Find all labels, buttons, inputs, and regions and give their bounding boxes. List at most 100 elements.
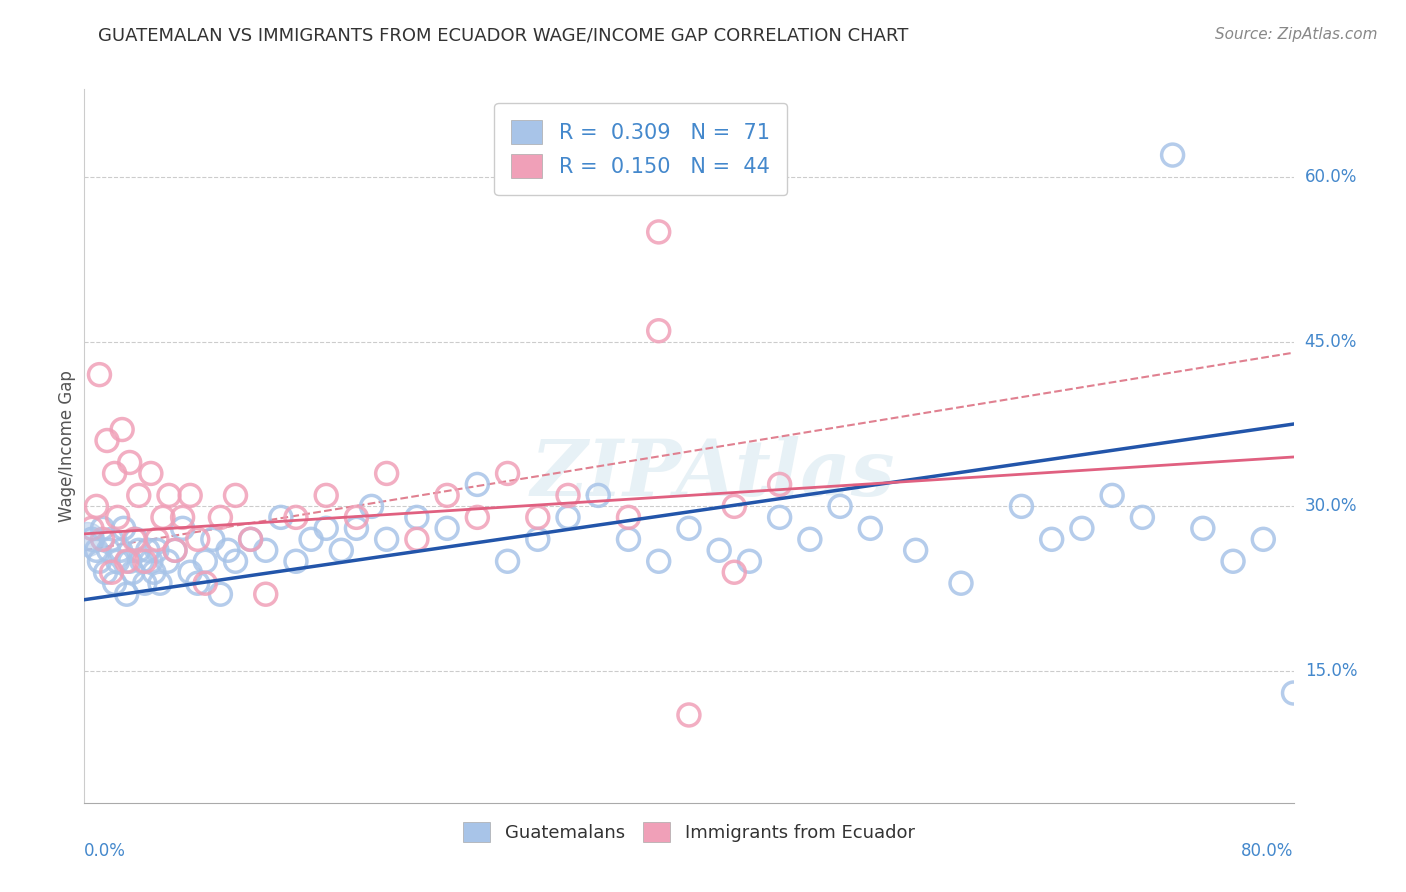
Text: 80.0%: 80.0% (1241, 842, 1294, 860)
Point (769, 510, 792, 524)
Point (89, 368, 111, 382)
Point (557, 488, 579, 502)
Point (118, 554, 141, 568)
Point (131, 554, 153, 568)
Point (254, 543, 277, 558)
Point (172, 521, 194, 535)
Text: GUATEMALAN VS IMMIGRANTS FROM ECUADOR WAGE/INCOME GAP CORRELATION CHART: GUATEMALAN VS IMMIGRANTS FROM ECUADOR WA… (98, 27, 908, 45)
Point (165, 543, 187, 558)
Point (110, 543, 132, 558)
Point (156, 554, 179, 568)
Point (406, 533, 429, 547)
Point (1222, 554, 1244, 568)
Point (149, 576, 172, 591)
Point (121, 566, 143, 580)
Text: 30.0%: 30.0% (1305, 498, 1357, 516)
Point (107, 510, 129, 524)
Point (496, 467, 519, 481)
Point (1011, 500, 1033, 514)
Point (496, 554, 519, 568)
Point (299, 533, 322, 547)
Point (217, 543, 239, 558)
Point (146, 543, 169, 558)
Point (139, 467, 162, 481)
Point (134, 576, 156, 591)
Point (678, 708, 700, 723)
Y-axis label: Wage/Income Gap: Wage/Income Gap (58, 370, 76, 522)
Legend: Guatemalans, Immigrants from Ecuador: Guatemalans, Immigrants from Ecuador (454, 813, 924, 851)
Point (91, 521, 114, 535)
Point (527, 510, 550, 524)
Point (406, 510, 429, 524)
Point (97, 543, 120, 558)
Text: 45.0%: 45.0% (1305, 333, 1357, 351)
Point (1101, 488, 1123, 502)
Point (125, 533, 148, 547)
Point (165, 543, 187, 558)
Point (254, 587, 277, 601)
Point (648, 324, 671, 338)
Point (91, 533, 114, 547)
Text: 0.0%: 0.0% (84, 842, 127, 860)
Point (239, 533, 262, 547)
Point (86, 500, 108, 514)
Point (723, 500, 745, 514)
Point (76, 533, 98, 547)
Point (100, 566, 122, 580)
Point (375, 467, 398, 481)
Point (709, 543, 731, 558)
Point (194, 576, 217, 591)
Point (139, 554, 162, 568)
Point (285, 510, 308, 524)
Point (179, 488, 201, 502)
Text: Source: ZipAtlas.com: Source: ZipAtlas.com (1215, 27, 1378, 42)
Point (1040, 533, 1063, 547)
Point (617, 533, 640, 547)
Point (225, 488, 247, 502)
Point (152, 510, 174, 524)
Point (557, 510, 579, 524)
Point (738, 554, 761, 568)
Text: ZIPAtlas: ZIPAtlas (531, 436, 896, 513)
Point (239, 533, 262, 547)
Point (142, 566, 165, 580)
Point (136, 543, 159, 558)
Point (111, 423, 134, 437)
Point (134, 554, 156, 568)
Point (104, 467, 127, 481)
Point (122, 533, 145, 547)
Point (859, 521, 882, 535)
Point (769, 477, 792, 491)
Point (86, 543, 108, 558)
Point (1192, 521, 1215, 535)
Point (96, 434, 118, 448)
Point (1130, 510, 1153, 524)
Point (1282, 686, 1305, 700)
Point (330, 543, 353, 558)
Point (194, 554, 217, 568)
Point (94, 566, 117, 580)
Point (360, 500, 382, 514)
Point (128, 488, 150, 502)
Point (115, 554, 138, 568)
Point (112, 521, 135, 535)
Point (346, 521, 368, 535)
Point (799, 533, 821, 547)
Point (904, 543, 927, 558)
Point (346, 510, 368, 524)
Point (1071, 521, 1094, 535)
Point (201, 533, 224, 547)
Point (179, 566, 201, 580)
Point (285, 554, 308, 568)
Point (104, 576, 127, 591)
Point (118, 455, 141, 469)
Point (467, 510, 489, 524)
Point (89, 554, 111, 568)
Point (209, 587, 232, 601)
Point (617, 510, 640, 524)
Point (146, 533, 169, 547)
Point (209, 510, 232, 524)
Point (187, 576, 209, 591)
Point (100, 533, 122, 547)
Point (436, 521, 458, 535)
